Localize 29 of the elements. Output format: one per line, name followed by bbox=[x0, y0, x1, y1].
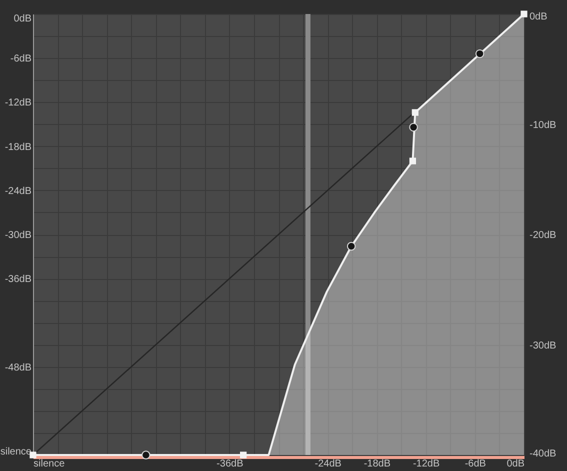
point bbox=[409, 158, 416, 164]
y-tick-label: -30dB bbox=[4, 230, 32, 241]
y-tick-label: 0dB bbox=[14, 14, 32, 24]
point bbox=[412, 109, 418, 116]
x-tick-label: -12dB bbox=[412, 458, 440, 470]
y-tick-label: -36dB bbox=[4, 274, 32, 286]
x-tick-label: -6dB bbox=[464, 458, 486, 470]
x-tick-label: silence bbox=[34, 458, 66, 470]
x-tick-label: -36dB bbox=[216, 458, 244, 470]
y-tick-label: silence bbox=[0, 446, 32, 458]
y-tick-label: -18dB bbox=[4, 142, 32, 153]
point bbox=[475, 49, 484, 58]
x-tick-label: -18dB bbox=[364, 458, 391, 470]
point bbox=[520, 10, 528, 18]
point bbox=[409, 122, 418, 132]
point bbox=[142, 450, 150, 460]
y-tick-label: -24dB bbox=[4, 186, 32, 197]
y2-tick-label: 0dB bbox=[530, 12, 548, 22]
point bbox=[240, 452, 247, 458]
x-tick-label: -24dB bbox=[314, 458, 342, 470]
point bbox=[346, 242, 356, 251]
y2-tick-label: -20dB bbox=[530, 230, 557, 241]
y-tick-label: -6dB bbox=[10, 54, 32, 65]
y-tick-label: -12dB bbox=[4, 98, 32, 109]
y-tick-label: -48dB bbox=[4, 362, 32, 374]
y2-tick-label: -30dB bbox=[530, 340, 557, 352]
x-tick-label: 0dB bbox=[506, 458, 525, 470]
y2-tick-label: -40dB bbox=[530, 448, 557, 460]
y2-tick-label: -10dB bbox=[530, 120, 557, 131]
